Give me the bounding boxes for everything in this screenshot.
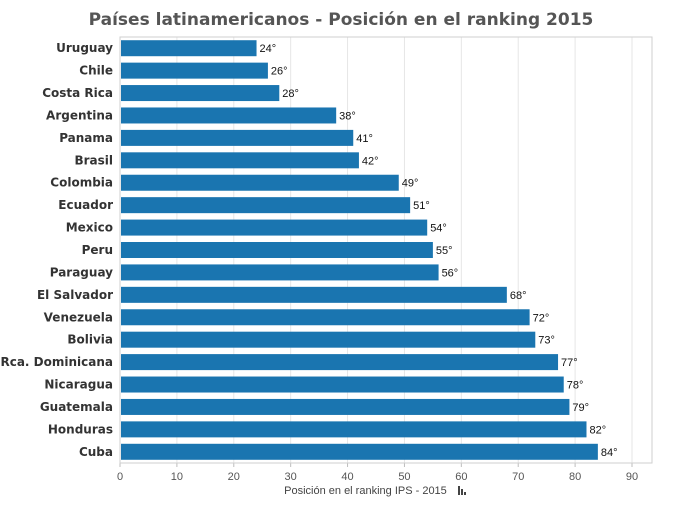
category-label: El Salvador <box>37 288 113 302</box>
x-tick-label: 10 <box>171 471 183 483</box>
category-label: Brasil <box>74 153 113 167</box>
x-tick-label: 30 <box>285 471 297 483</box>
bar[interactable] <box>121 40 257 57</box>
data-label: 84° <box>601 447 618 459</box>
data-label: 56° <box>442 267 459 279</box>
data-label: 41° <box>356 133 373 145</box>
x-tick-label: 90 <box>626 471 638 483</box>
data-label: 42° <box>362 155 379 167</box>
bar[interactable] <box>121 219 428 236</box>
data-label: 79° <box>572 402 589 414</box>
category-labels: Uruguay Chile Costa Rica Argentina Panama Bra… <box>0 41 113 459</box>
category-label: Costa Rica <box>42 86 113 100</box>
data-labels: 24° 26° 28° 38°41° 42° 49° 51°54° 55° 56° 68° 72° 7… <box>260 43 618 459</box>
data-label: 49° <box>402 178 419 190</box>
category-label: Nicaragua <box>44 378 113 392</box>
bar[interactable] <box>121 129 354 146</box>
category-label: Guatemala <box>40 400 113 414</box>
data-label: 28° <box>282 88 299 100</box>
category-label: Rca. Dominicana <box>0 355 113 369</box>
category-label: Argentina <box>46 108 113 122</box>
data-label: 82° <box>589 424 606 436</box>
category-label: Uruguay <box>56 41 113 55</box>
bar[interactable] <box>121 242 433 258</box>
data-label: 54° <box>430 223 447 235</box>
bar[interactable] <box>121 309 530 326</box>
bar[interactable] <box>121 421 587 438</box>
bar[interactable] <box>121 152 359 169</box>
x-tick-label: 0 <box>117 471 123 483</box>
data-label: 68° <box>510 290 527 302</box>
plot-frame <box>119 36 653 464</box>
data-label: 51° <box>413 200 430 212</box>
x-tick-label: 50 <box>398 471 410 483</box>
x-axis-title-row: Posición en el ranking IPS - 2015 <box>120 485 632 497</box>
category-label: Honduras <box>48 422 113 436</box>
category-label: Cuba <box>79 445 113 459</box>
bar[interactable] <box>121 62 268 79</box>
data-label: 78° <box>567 380 584 392</box>
category-label: Bolivia <box>67 333 113 347</box>
bar[interactable] <box>121 264 439 281</box>
data-label: 38° <box>339 110 356 122</box>
bar[interactable] <box>121 174 399 191</box>
bar[interactable] <box>121 286 507 303</box>
category-label: Panama <box>59 131 113 145</box>
bar[interactable] <box>121 398 570 415</box>
x-tick-label: 60 <box>455 471 467 483</box>
data-label: 26° <box>271 66 288 78</box>
x-axis-title: Posición en el ranking IPS - 2015 <box>284 485 447 497</box>
x-tick-label: 80 <box>569 471 581 483</box>
bar[interactable] <box>121 85 280 102</box>
category-label: Chile <box>79 64 113 78</box>
bar[interactable] <box>121 107 337 124</box>
x-tick-label: 20 <box>228 471 240 483</box>
bar[interactable] <box>121 376 564 393</box>
data-label: 55° <box>436 245 453 257</box>
bar[interactable] <box>121 197 411 214</box>
chart-title: Países latinamericanos - Posición en el … <box>88 10 594 30</box>
x-tick-label: 40 <box>341 471 353 483</box>
x-tick-label: 70 <box>512 471 524 483</box>
bars <box>121 40 598 460</box>
category-label: Paraguay <box>50 265 113 279</box>
category-label: Mexico <box>66 221 113 235</box>
sort-icon[interactable] <box>457 486 468 495</box>
category-label: Venezuela <box>44 310 113 324</box>
category-label: Ecuador <box>58 198 113 212</box>
x-axis-ticks: 0 10 20 30 40 50 60 70 80 90 <box>117 463 638 483</box>
data-label: 73° <box>538 335 555 347</box>
bar[interactable] <box>121 331 536 348</box>
category-label: Colombia <box>50 176 113 190</box>
data-label: 24° <box>260 43 277 55</box>
bar[interactable] <box>121 354 559 371</box>
data-label: 77° <box>561 357 578 369</box>
category-label: Peru <box>82 243 113 257</box>
data-label: 72° <box>533 312 550 324</box>
bar[interactable] <box>121 443 598 460</box>
